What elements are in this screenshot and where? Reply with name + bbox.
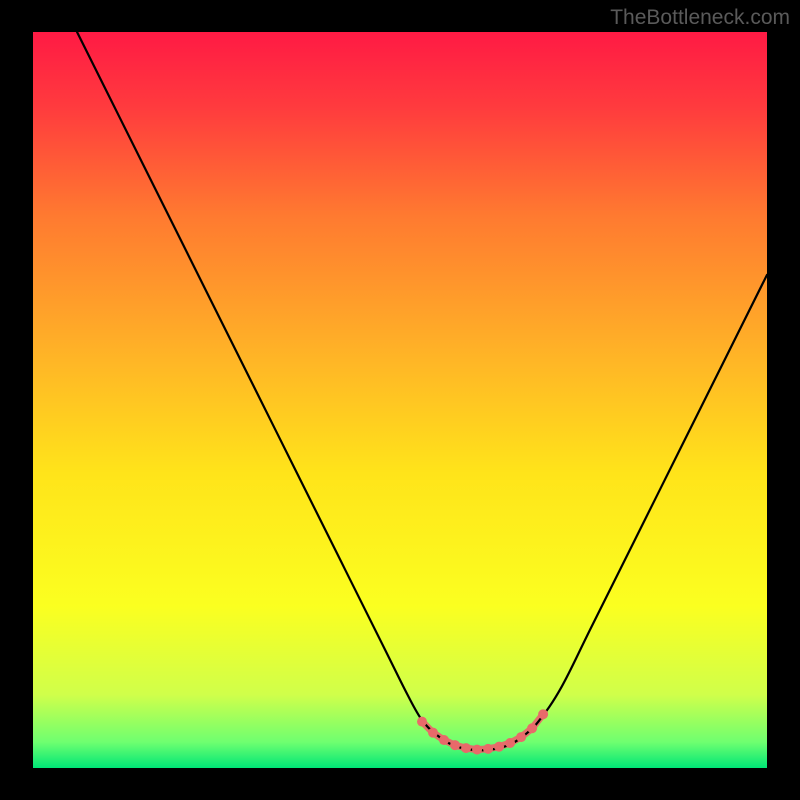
source-watermark: TheBottleneck.com <box>610 6 790 30</box>
chart-plot-area <box>33 32 767 768</box>
